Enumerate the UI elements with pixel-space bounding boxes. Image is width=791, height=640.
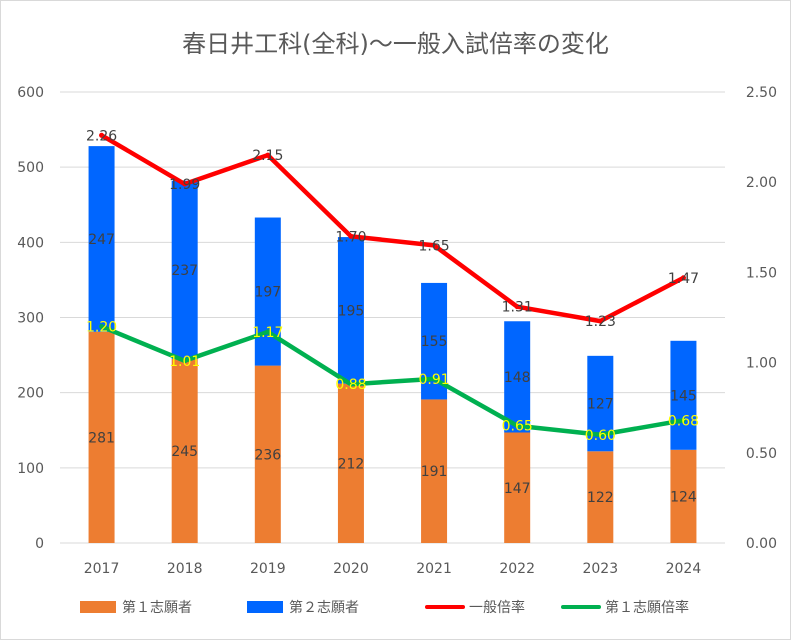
point-general-ratio	[597, 318, 603, 324]
x-tick-label: 2017	[84, 561, 120, 577]
point-general-ratio	[431, 242, 437, 248]
legend-label: 一般倍率	[469, 599, 525, 616]
data-label-first-choice: 236	[254, 447, 281, 463]
y-right-tick-label: 2.00	[746, 175, 777, 191]
data-label-second-choice: 155	[421, 334, 448, 350]
point-first-choice-ratio	[265, 329, 271, 335]
legend-label: 第１志願倍率	[605, 599, 689, 616]
data-label-general-ratio: 1.99	[169, 177, 200, 193]
data-label-first-choice-ratio: 0.65	[502, 419, 533, 435]
data-label-first-choice-ratio: 1.20	[86, 320, 117, 336]
y-left-tick-label: 400	[17, 235, 44, 251]
data-label-second-choice: 197	[254, 285, 281, 301]
bar-second-choice	[171, 180, 198, 359]
point-first-choice-ratio	[348, 381, 354, 387]
legend-swatch	[80, 601, 116, 613]
x-tick-label: 2021	[416, 561, 452, 577]
point-general-ratio	[182, 181, 188, 187]
point-first-choice-ratio	[182, 358, 188, 364]
data-label-second-choice: 237	[171, 263, 198, 279]
data-label-first-choice-ratio: 1.01	[169, 354, 200, 370]
data-label-first-choice: 147	[504, 481, 531, 497]
data-label-first-choice-ratio: 0.88	[335, 377, 366, 393]
legend-label: 第１志願者	[122, 599, 192, 616]
point-general-ratio	[265, 152, 271, 158]
data-label-first-choice: 191	[421, 464, 448, 480]
data-label-first-choice: 122	[587, 490, 614, 506]
data-label-second-choice: 148	[504, 370, 531, 386]
point-general-ratio	[348, 233, 354, 239]
data-label-general-ratio: 2.15	[252, 148, 283, 164]
x-tick-label: 2018	[167, 561, 203, 577]
bar-first-choice	[504, 432, 531, 543]
y-right-tick-label: 0.50	[746, 446, 777, 462]
y-left-tick-label: 0	[35, 536, 44, 552]
data-label-first-choice-ratio: 1.17	[252, 325, 283, 341]
point-first-choice-ratio	[597, 432, 603, 438]
data-label-first-choice-ratio: 0.68	[668, 413, 699, 429]
data-label-first-choice: 124	[670, 489, 697, 505]
x-tick-label: 2023	[582, 561, 618, 577]
line-first-choice-ratio	[99, 324, 686, 438]
y-left-tick-label: 500	[17, 160, 44, 176]
bar-first-choice	[337, 383, 364, 543]
data-label-second-choice: 145	[670, 388, 697, 404]
data-label-general-ratio: 1.23	[585, 314, 616, 330]
bar-first-choice	[88, 331, 115, 543]
data-label-general-ratio: 1.47	[668, 271, 699, 287]
bar-second-choice	[337, 237, 364, 384]
bar-first-choice	[171, 358, 198, 543]
data-label-second-choice: 127	[587, 397, 614, 413]
x-tick-label: 2022	[499, 561, 535, 577]
y-left-tick-label: 200	[17, 386, 44, 402]
legend-label: 第２志願者	[289, 599, 359, 616]
bar-first-choice	[254, 365, 281, 543]
point-general-ratio	[99, 132, 105, 138]
data-label-first-choice: 245	[171, 444, 198, 460]
x-tick-label: 2024	[666, 561, 702, 577]
data-label-general-ratio: 1.65	[418, 238, 449, 254]
bar-first-choice	[670, 449, 697, 543]
x-tick-label: 2020	[333, 561, 369, 577]
point-first-choice-ratio	[99, 324, 105, 330]
point-general-ratio	[514, 304, 520, 310]
point-general-ratio	[680, 275, 686, 281]
y-left-tick-label: 600	[17, 85, 44, 101]
point-first-choice-ratio	[514, 423, 520, 429]
bar-second-choice	[88, 146, 115, 332]
data-label-general-ratio: 1.70	[335, 229, 366, 245]
data-label-general-ratio: 1.31	[502, 300, 533, 316]
y-right-tick-label: 0.00	[746, 536, 777, 552]
data-label-first-choice: 281	[88, 430, 115, 446]
point-first-choice-ratio	[431, 376, 437, 382]
bar-second-choice	[254, 217, 281, 366]
data-label-general-ratio: 2.26	[86, 128, 117, 144]
y-right-tick-label: 1.00	[746, 356, 777, 372]
x-tick-label: 2019	[250, 561, 286, 577]
legend-swatch	[247, 601, 283, 613]
y-left-tick-label: 300	[17, 311, 44, 327]
bar-second-choice	[504, 321, 531, 433]
data-label-second-choice: 195	[338, 303, 365, 319]
data-label-first-choice-ratio: 0.60	[585, 428, 616, 444]
bar-second-choice	[670, 340, 697, 450]
data-label-second-choice: 247	[88, 232, 115, 248]
data-label-first-choice-ratio: 0.91	[418, 372, 449, 388]
y-right-tick-label: 1.50	[746, 265, 777, 281]
bar-first-choice	[421, 399, 448, 543]
bar-first-choice	[587, 451, 614, 543]
point-first-choice-ratio	[680, 417, 686, 423]
data-label-first-choice: 212	[338, 456, 365, 472]
chart-title: 春日井工科(全科)～一般入試倍率の変化	[182, 30, 609, 58]
y-right-tick-label: 2.50	[746, 85, 777, 101]
line-general-ratio	[99, 133, 686, 324]
y-left-tick-label: 100	[17, 461, 44, 477]
